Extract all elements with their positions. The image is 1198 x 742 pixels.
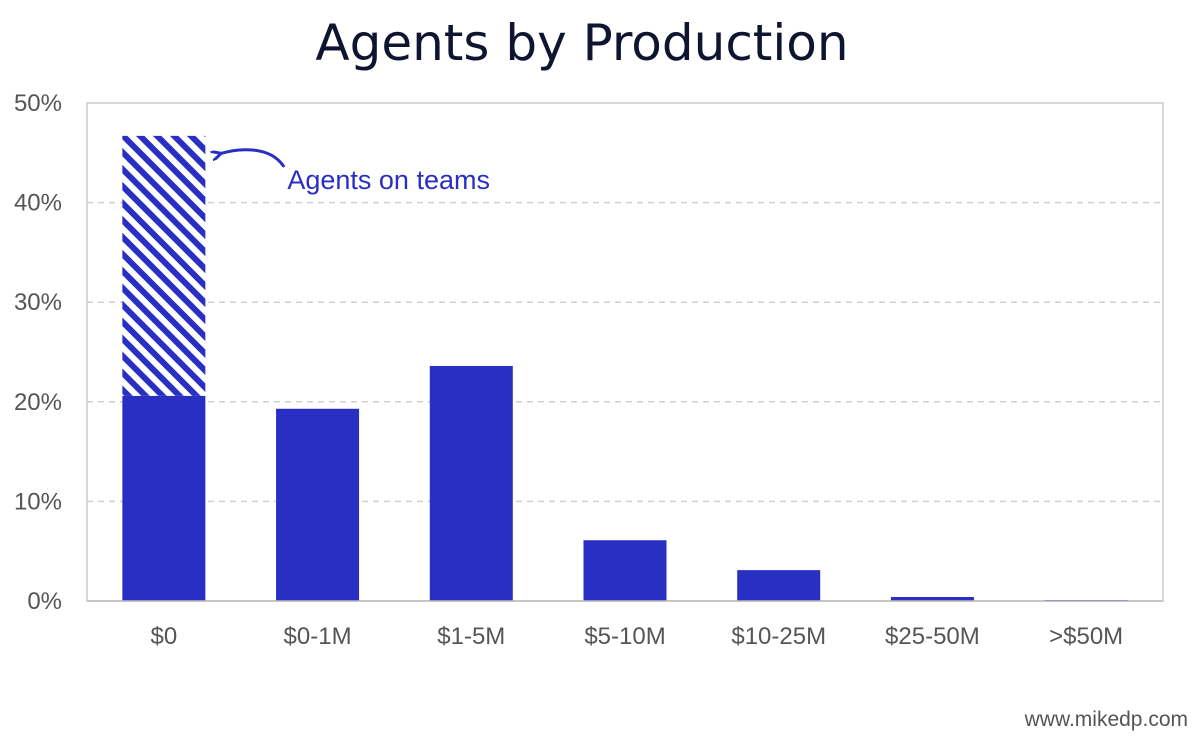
x-tick-label: $0: [151, 623, 178, 650]
plot-area: [86, 102, 1164, 602]
annotation: Agents on teams: [219, 148, 490, 195]
bar: [276, 408, 360, 601]
bar: [890, 597, 974, 601]
bar: [122, 395, 206, 601]
y-tick-label: 10%: [14, 488, 62, 515]
y-tick-label: 20%: [14, 389, 62, 416]
x-tick-label: $5-10M: [584, 623, 665, 650]
gridlines: [87, 201, 1163, 503]
bar: [737, 570, 821, 601]
y-tick-label: 30%: [14, 289, 62, 316]
bar: [429, 365, 513, 601]
chart-title: Agents by Production: [315, 14, 848, 72]
y-tick-label: 50%: [14, 90, 62, 117]
bars: [122, 135, 1128, 601]
watermark: www.mikedp.com: [1024, 708, 1188, 731]
x-axis: $0 $0-1M $1-5M $5-10M $10-25M $25-50M >$50M: [151, 623, 1124, 650]
y-tick-label: 40%: [14, 190, 62, 217]
x-tick-label: $0-1M: [284, 623, 352, 650]
y-tick-label: 0%: [27, 588, 62, 615]
x-tick-label: >$50M: [1049, 623, 1123, 650]
bar: [583, 540, 667, 601]
x-tick-label: $1-5M: [437, 623, 505, 650]
annotation-arrow: [219, 148, 285, 168]
x-tick-label: $10-25M: [731, 623, 826, 650]
annotation-text: Agents on teams: [287, 165, 490, 195]
x-tick-label: $25-50M: [885, 623, 980, 650]
y-axis: 0% 10% 20% 30% 40% 50%: [14, 90, 62, 615]
bar-agents-on-teams: [122, 135, 206, 396]
